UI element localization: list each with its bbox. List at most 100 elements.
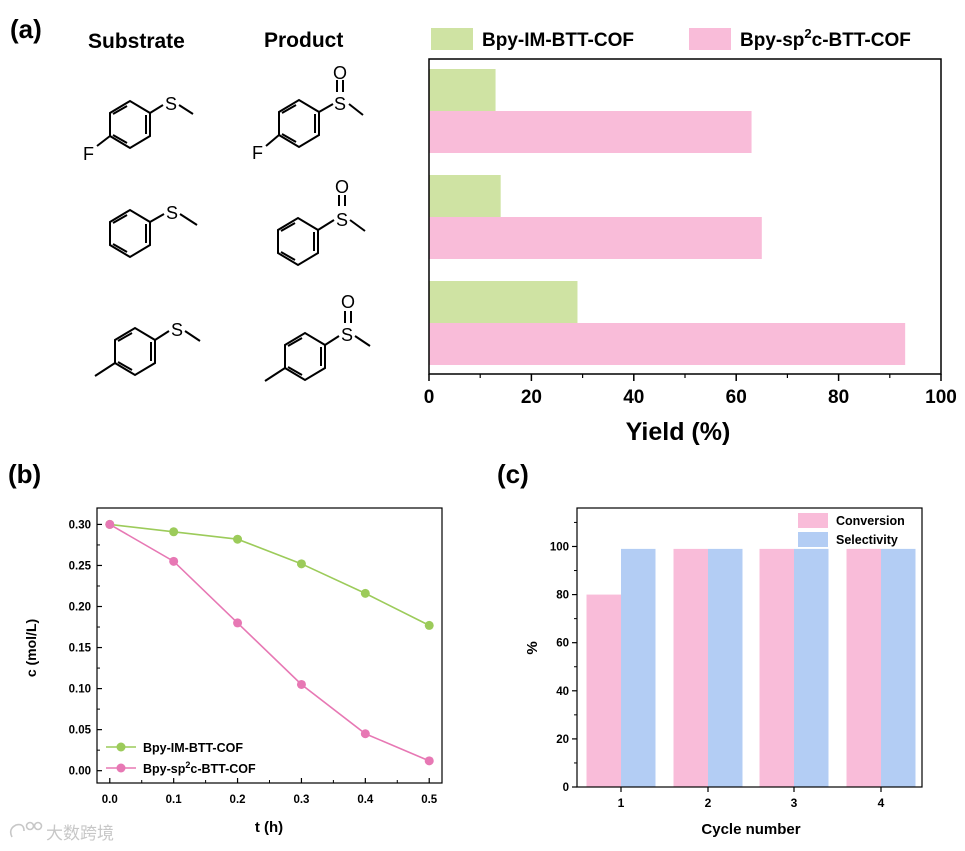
- y-tick-label: 80: [556, 590, 569, 602]
- bar-bpy-im-btt-cof-4-fluorothioanisole: [429, 69, 496, 111]
- legend-swatch-conversion: [798, 513, 828, 528]
- atom-o-label: O: [333, 63, 347, 83]
- x-tick-label: 2: [705, 796, 712, 810]
- panel-a-label: (a): [10, 14, 42, 44]
- substrate-header: Substrate: [88, 30, 185, 53]
- watermark-logo: [9, 821, 43, 838]
- y-tick-label: 0.25: [69, 560, 92, 572]
- chart-c-xlabel: Cycle number: [701, 821, 800, 838]
- chart-a-ticks: 0 20 40 60 80 100: [424, 374, 957, 408]
- chart-a-bars: [429, 69, 906, 365]
- series-line-bpy-sp2c-btt-cof: [109, 523, 430, 762]
- chart-c-ylabel: %: [524, 641, 541, 654]
- chart-c-plot-frame: [576, 507, 923, 788]
- product-header: Product: [264, 29, 343, 52]
- watermark: 大数跨境: [9, 821, 114, 844]
- data-point-bpy-im-btt-cof: [169, 527, 179, 537]
- data-point-bpy-im-btt-cof: [233, 534, 243, 544]
- y-tick-label: 20: [556, 734, 569, 746]
- x-tick-label: 0.0: [102, 794, 118, 806]
- y-tick-label: 0.10: [69, 684, 91, 696]
- y-tick-label: 100: [550, 541, 569, 553]
- chart-c-bars: [586, 548, 916, 787]
- watermark-text: 大数跨境: [46, 824, 114, 844]
- bar-selectivity-cycle-2: [708, 548, 743, 787]
- bar-bpy-sp2c-btt-cof-4-methylthioanisole: [429, 323, 906, 365]
- y-tick-label: 60: [556, 638, 569, 650]
- x-tick-label: 20: [521, 387, 542, 408]
- 4-fluorophenyl-methyl-sulfoxide-structure: [265, 80, 364, 149]
- data-point-bpy-sp2c-btt-cof: [105, 519, 115, 529]
- bar-bpy-sp2c-btt-cof-thioanisole: [429, 217, 762, 259]
- methyl-phenyl-sulfoxide-structure: [277, 195, 366, 267]
- 4-fluorothioanisole-structure: [96, 99, 194, 150]
- bar-bpy-sp2c-btt-cof-4-fluorothioanisole: [429, 111, 752, 153]
- bar-bpy-im-btt-cof-thioanisole: [429, 175, 501, 217]
- bar-selectivity-cycle-3: [794, 548, 829, 787]
- bar-conversion-cycle-3: [759, 548, 794, 787]
- legend-label-bpy-sp2c-btt-cof: Bpy-sp2c-BTT-COF: [143, 760, 256, 776]
- y-tick-label: 0.15: [69, 643, 92, 655]
- legend-swatch-bpy-sp2c-btt-cof: [689, 28, 731, 50]
- data-point-bpy-sp2c-btt-cof: [233, 618, 243, 628]
- x-tick-label: 0.5: [421, 794, 438, 806]
- legend-marker-bpy-sp2c-btt-cof: [116, 763, 126, 773]
- x-tick-label: 40: [623, 387, 644, 408]
- x-tick-label: 1: [618, 796, 625, 810]
- chart-b-ylabel: c (mol/L): [23, 619, 39, 677]
- y-tick-label: 0: [563, 782, 569, 794]
- legend-label-bpy-im-btt-cof: Bpy-IM-BTT-COF: [482, 30, 634, 51]
- x-tick-label: 60: [726, 387, 747, 408]
- x-tick-label: 100: [925, 387, 957, 408]
- x-tick-label: 0: [424, 387, 435, 408]
- atom-s-label: S: [336, 210, 348, 230]
- chart-a-xlabel: Yield (%): [626, 418, 731, 446]
- atom-s-label: S: [165, 94, 177, 114]
- bar-conversion-cycle-2: [673, 548, 708, 787]
- x-tick-label: 4: [878, 796, 885, 810]
- legend-label-conversion: Conversion: [836, 514, 905, 528]
- data-point-bpy-sp2c-btt-cof: [360, 729, 370, 739]
- data-point-bpy-im-btt-cof: [360, 588, 370, 598]
- atom-f-label: F: [83, 144, 94, 164]
- series-line-bpy-im-btt-cof: [109, 523, 430, 627]
- atom-s-label: S: [341, 325, 353, 345]
- atom-o-label: O: [335, 177, 349, 197]
- legend-swatch-bpy-im-btt-cof: [431, 28, 473, 50]
- legend-label-bpy-sp2c-btt-cof: Bpy-sp2c-BTT-COF: [740, 26, 911, 51]
- chart-c-legend: Conversion Selectivity: [798, 513, 905, 547]
- atom-s-label: S: [166, 203, 178, 223]
- y-tick-label: 40: [556, 686, 569, 698]
- y-tick-label: 0.00: [69, 766, 91, 778]
- legend-label-bpy-im-btt-cof: Bpy-IM-BTT-COF: [143, 741, 243, 755]
- atom-o-label: O: [341, 292, 355, 312]
- panel-c-label: (c): [497, 459, 529, 489]
- atom-s-label: S: [171, 320, 183, 340]
- atom-f-label: F: [252, 143, 263, 163]
- 4-methylthioanisole-structure: [94, 326, 201, 377]
- x-tick-label: 0.2: [230, 794, 246, 806]
- y-tick-label: 0.20: [69, 602, 91, 614]
- chart-b-xlabel: t (h): [255, 819, 283, 836]
- data-point-bpy-sp2c-btt-cof: [169, 556, 179, 566]
- x-tick-label: 0.1: [166, 794, 183, 806]
- data-point-bpy-sp2c-btt-cof: [296, 679, 306, 689]
- panel-b-label: (b): [8, 459, 41, 489]
- methyl-p-tolyl-sulfoxide-structure: [264, 311, 371, 382]
- chart-b: 0.00 0.05 0.10 0.15 0.20 0.25 0.30 0.0 0.1 0.2 0.3…: [23, 507, 443, 836]
- legend-label-selectivity: Selectivity: [836, 533, 898, 547]
- x-tick-label: 80: [828, 387, 849, 408]
- bar-bpy-im-btt-cof-4-methylthioanisole: [429, 281, 578, 323]
- x-tick-label: 3: [791, 796, 798, 810]
- bar-conversion-cycle-4: [846, 548, 881, 787]
- x-tick-label: 0.4: [357, 794, 374, 806]
- chart-a: 0 20 40 60 80 100 Yield (%) Bpy-IM-BTT-COF Bp…: [424, 26, 957, 446]
- data-point-bpy-sp2c-btt-cof: [424, 756, 434, 766]
- chart-b-series: [105, 519, 434, 766]
- bar-selectivity-cycle-4: [881, 548, 916, 787]
- atom-s-label: S: [334, 94, 346, 114]
- bar-selectivity-cycle-1: [621, 548, 656, 787]
- data-point-bpy-im-btt-cof: [296, 559, 306, 569]
- y-tick-label: 0.05: [69, 725, 92, 737]
